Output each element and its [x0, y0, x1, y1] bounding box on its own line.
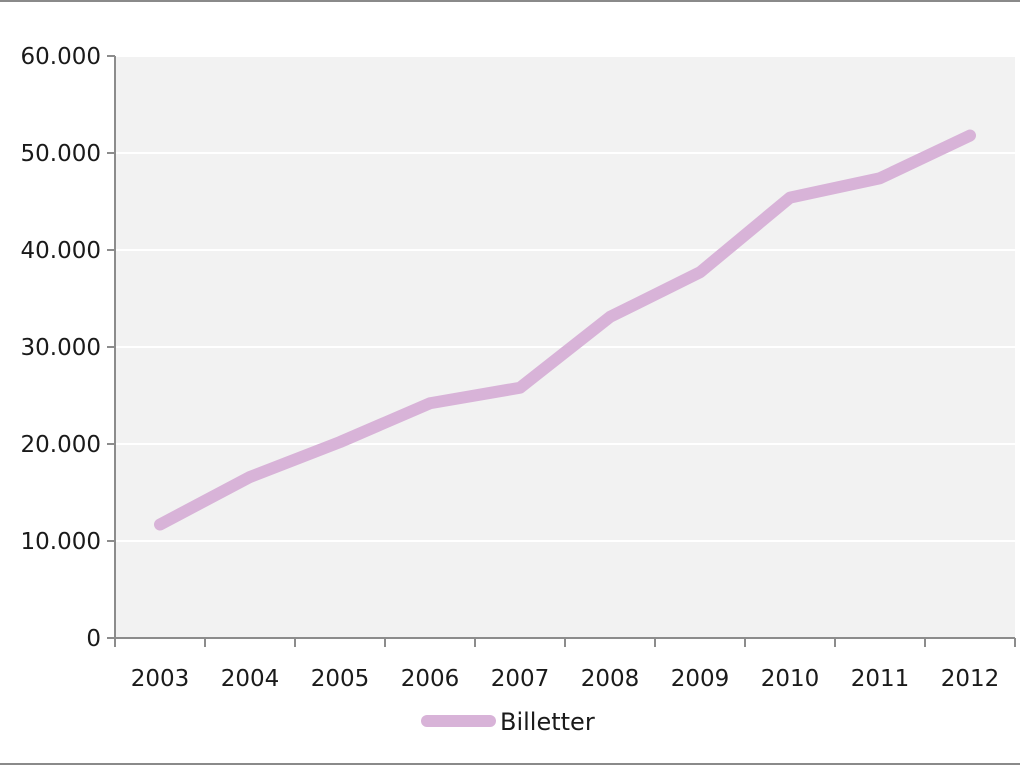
data-point	[339, 441, 341, 443]
y-tick-label: 10.000	[21, 529, 101, 555]
data-point	[789, 197, 791, 199]
y-tick-label: 40.000	[21, 238, 101, 264]
data-point	[249, 476, 251, 478]
y-tick-label: 20.000	[21, 432, 101, 458]
y-tick-label: 60.000	[21, 44, 101, 70]
data-point	[969, 135, 971, 137]
x-tick-label: 2008	[581, 666, 640, 692]
x-tick-label: 2006	[401, 666, 460, 692]
x-tick-label: 2003	[131, 666, 190, 692]
x-tick-label: 2009	[671, 666, 730, 692]
x-tick-label: 2012	[941, 666, 1000, 692]
data-point	[699, 271, 701, 273]
x-tick-label: 2005	[311, 666, 370, 692]
data-point	[519, 387, 521, 389]
data-point	[609, 316, 611, 318]
x-tick-label: 2010	[761, 666, 820, 692]
legend-label: Billetter	[500, 708, 595, 736]
y-tick-label: 50.000	[21, 141, 101, 167]
data-point	[879, 177, 881, 179]
x-tick-label: 2004	[221, 666, 280, 692]
series-line-billetter	[154, 129, 976, 531]
y-tick-label: 30.000	[21, 335, 101, 361]
x-tick-label: 2011	[851, 666, 910, 692]
y-tick-label: 0	[86, 626, 101, 652]
data-point	[429, 402, 431, 404]
data-point	[159, 524, 161, 526]
x-tick-label: 2007	[491, 666, 550, 692]
